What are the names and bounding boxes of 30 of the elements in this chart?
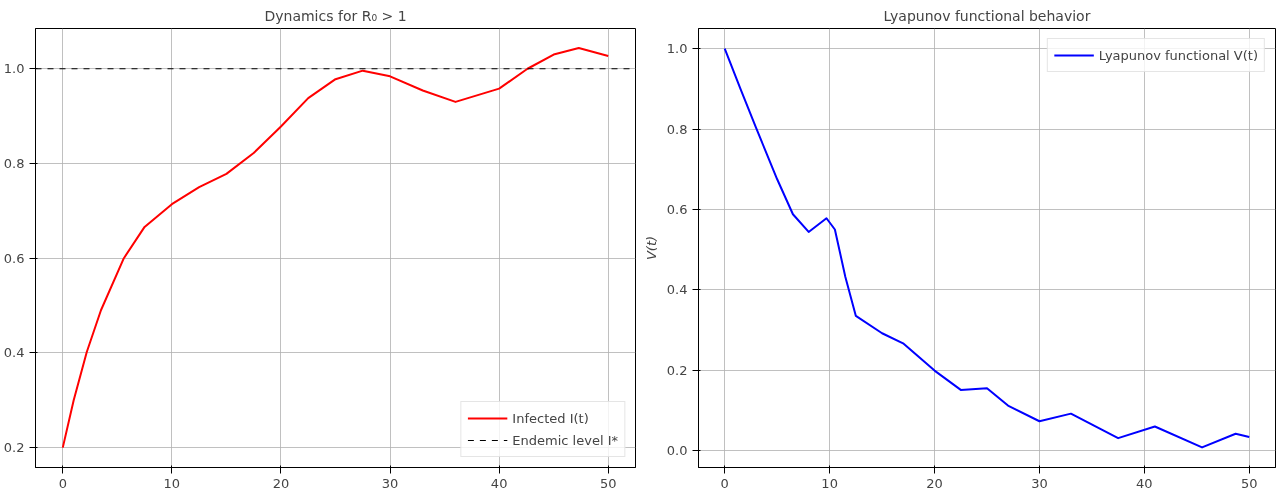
legend-label: Lyapunov functional V(t)	[1098, 47, 1258, 63]
y-tick-label: 0.6	[666, 201, 688, 217]
y-tick-label: 0.0	[666, 443, 688, 459]
x-tick-label: 40	[490, 475, 508, 491]
y-tick-label: 0.8	[3, 155, 25, 171]
x-tick-label: 0	[58, 475, 67, 491]
line-series	[61, 46, 610, 449]
y-axis-title: V(t)	[643, 235, 659, 261]
x-tick-label: 50	[599, 475, 617, 491]
x-tick-label: 30	[1031, 475, 1048, 491]
x-tick-label: 40	[1136, 475, 1153, 491]
legend-label: Infected I(t)	[512, 410, 589, 426]
x-tick-label: 0	[720, 475, 729, 491]
y-tick-label: 0.6	[3, 250, 25, 266]
chart-title: Lyapunov functional behavior	[883, 7, 1091, 24]
y-tick-label: 0.4	[666, 282, 688, 298]
legend-label: Endemic level I*	[512, 432, 618, 448]
y-tick-label: 0.2	[666, 362, 688, 378]
x-tick-label: 10	[163, 475, 181, 491]
y-tick-label: 1.0	[666, 41, 688, 57]
y-tick-label: 0.2	[3, 440, 25, 456]
y-tick-label: 0.8	[666, 121, 688, 137]
y-tick-label: 0.4	[3, 345, 25, 361]
y-tick-label: 1.0	[3, 61, 25, 77]
x-tick-label: 10	[821, 475, 838, 491]
x-tick-label: 20	[272, 475, 290, 491]
x-tick-label: 50	[1241, 475, 1258, 491]
x-tick-label: 30	[381, 475, 399, 491]
chart-title: Dynamics for R₀ > 1	[264, 7, 407, 24]
x-tick-label: 20	[926, 475, 943, 491]
